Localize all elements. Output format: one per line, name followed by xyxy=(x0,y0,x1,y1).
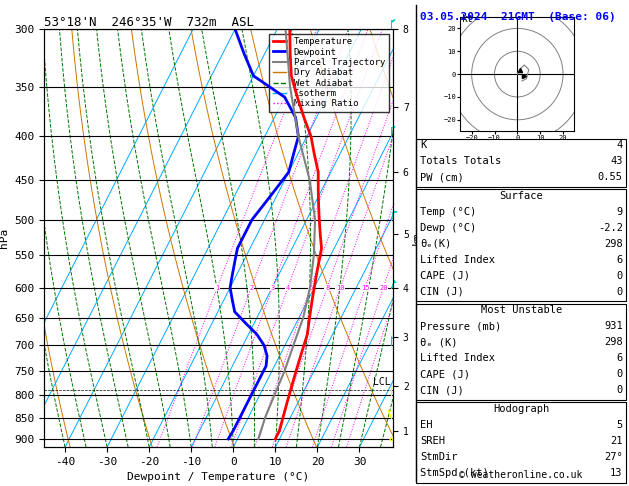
Text: 0.55: 0.55 xyxy=(598,172,623,182)
Text: 15: 15 xyxy=(361,285,369,291)
Text: Lifted Index: Lifted Index xyxy=(420,255,495,265)
Text: 931: 931 xyxy=(604,321,623,331)
Text: 9: 9 xyxy=(616,207,623,217)
Text: Temp (°C): Temp (°C) xyxy=(420,207,476,217)
Text: Totals Totals: Totals Totals xyxy=(420,156,501,166)
Text: -2.2: -2.2 xyxy=(598,223,623,233)
Text: Pressure (mb): Pressure (mb) xyxy=(420,321,501,331)
Text: 4: 4 xyxy=(286,285,290,291)
Text: 4: 4 xyxy=(616,140,623,150)
Text: 8: 8 xyxy=(325,285,329,291)
Text: Most Unstable: Most Unstable xyxy=(481,305,562,315)
Text: Hodograph: Hodograph xyxy=(493,404,549,414)
Text: 13: 13 xyxy=(610,468,623,478)
Text: 0: 0 xyxy=(616,287,623,297)
Y-axis label: km
ASL: km ASL xyxy=(411,228,433,248)
Text: 2: 2 xyxy=(249,285,253,291)
Text: LCL: LCL xyxy=(374,377,391,386)
Text: kt: kt xyxy=(462,14,473,24)
Text: 0: 0 xyxy=(616,369,623,380)
Y-axis label: hPa: hPa xyxy=(0,228,9,248)
Text: 0: 0 xyxy=(616,385,623,396)
Text: PW (cm): PW (cm) xyxy=(420,172,464,182)
Text: StmDir: StmDir xyxy=(420,452,458,462)
Text: CIN (J): CIN (J) xyxy=(420,287,464,297)
Text: 03.05.2024  21GMT  (Base: 06): 03.05.2024 21GMT (Base: 06) xyxy=(420,12,616,22)
Text: 298: 298 xyxy=(604,239,623,249)
Text: 6: 6 xyxy=(616,255,623,265)
Text: 1: 1 xyxy=(215,285,220,291)
Text: 53°18'N  246°35'W  732m  ASL: 53°18'N 246°35'W 732m ASL xyxy=(44,16,254,29)
Text: 3: 3 xyxy=(270,285,274,291)
Text: 21: 21 xyxy=(610,436,623,446)
Text: 298: 298 xyxy=(604,337,623,347)
Text: 5: 5 xyxy=(616,420,623,430)
Text: 20: 20 xyxy=(379,285,387,291)
Text: © weatheronline.co.uk: © weatheronline.co.uk xyxy=(459,470,583,480)
Text: Lifted Index: Lifted Index xyxy=(420,353,495,364)
Text: SREH: SREH xyxy=(420,436,445,446)
Text: 27°: 27° xyxy=(604,452,623,462)
Text: Mixing Ratio (g/kg): Mixing Ratio (g/kg) xyxy=(545,182,555,294)
Text: 0: 0 xyxy=(616,271,623,281)
Text: 6: 6 xyxy=(308,285,313,291)
Text: K: K xyxy=(420,140,426,150)
Text: CAPE (J): CAPE (J) xyxy=(420,369,470,380)
Text: 10: 10 xyxy=(336,285,345,291)
Text: StmSpd (kt): StmSpd (kt) xyxy=(420,468,489,478)
Text: 6: 6 xyxy=(616,353,623,364)
Legend: Temperature, Dewpoint, Parcel Trajectory, Dry Adiabat, Wet Adiabat, Isotherm, Mi: Temperature, Dewpoint, Parcel Trajectory… xyxy=(269,34,389,112)
Text: EH: EH xyxy=(420,420,433,430)
Text: CAPE (J): CAPE (J) xyxy=(420,271,470,281)
Text: Dewp (°C): Dewp (°C) xyxy=(420,223,476,233)
Text: CIN (J): CIN (J) xyxy=(420,385,464,396)
X-axis label: Dewpoint / Temperature (°C): Dewpoint / Temperature (°C) xyxy=(128,472,309,483)
Text: θₑ (K): θₑ (K) xyxy=(420,337,458,347)
Text: θₑ(K): θₑ(K) xyxy=(420,239,452,249)
Text: Surface: Surface xyxy=(499,191,543,201)
Text: 43: 43 xyxy=(610,156,623,166)
